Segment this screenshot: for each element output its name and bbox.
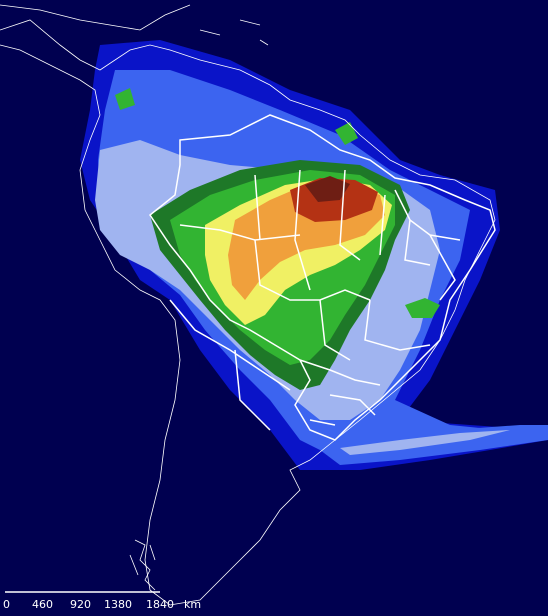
scale-unit-km: km [184,598,202,611]
scale-label-920: 920 [70,598,91,611]
precip-patch-coast [405,298,440,318]
precipitation-layers [80,40,548,470]
scale-label-460: 460 [32,598,53,611]
scale-label-0: 0 [3,598,10,611]
scale-label-1840: 1840 [146,598,174,611]
border-states-south [299,359,381,426]
central-america-coast [0,4,191,31]
border-brazil [148,114,496,441]
border-states-north [179,169,386,291]
border-southern-cone [169,299,291,431]
tierra-del-fuego [129,539,156,591]
border-states-center [254,239,431,361]
political-borders [148,114,496,441]
precip-patch-andes [115,88,135,110]
precip-streamer-core [340,430,510,455]
scale-label-1380: 1380 [104,598,132,611]
southern-islands [129,539,156,591]
border-states-northeast [394,189,461,301]
precip-band-darkred [305,176,350,202]
caribbean-islands [199,19,269,46]
continent-coastline [0,19,496,606]
coastlines [0,4,496,606]
